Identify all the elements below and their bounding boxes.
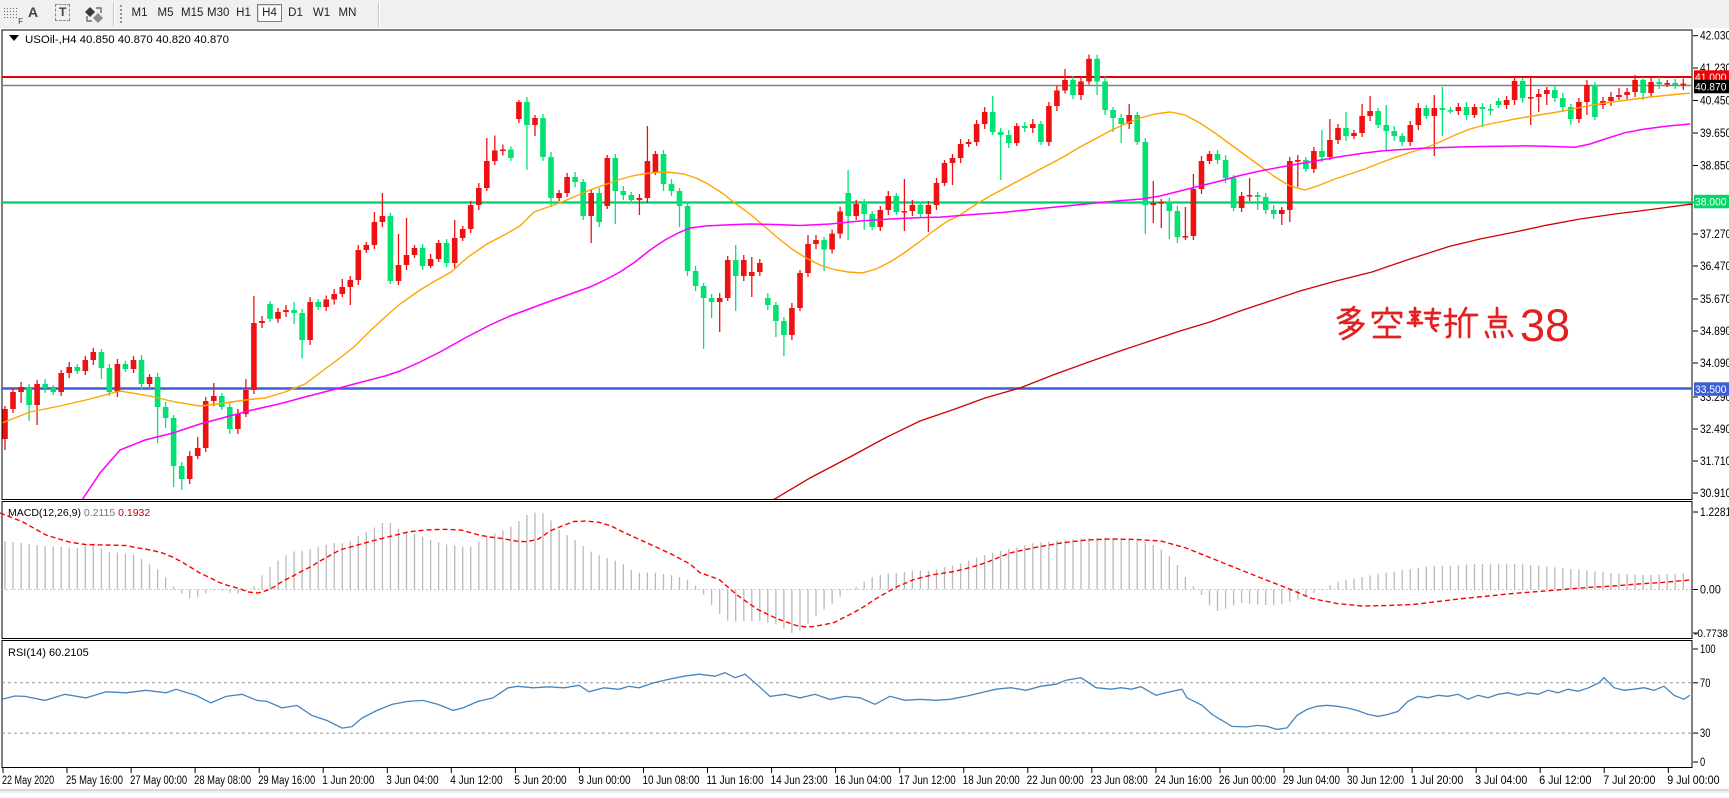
svg-text:3 Jul 04:00: 3 Jul 04:00 bbox=[1475, 775, 1527, 787]
svg-text:7 Jul 20:00: 7 Jul 20:00 bbox=[1603, 775, 1655, 787]
svg-text:-0.7738: -0.7738 bbox=[1694, 628, 1728, 640]
svg-text:22 Jun 00:00: 22 Jun 00:00 bbox=[1027, 775, 1084, 787]
svg-text:40.870: 40.870 bbox=[1695, 82, 1727, 94]
svg-text:17 Jun 12:00: 17 Jun 12:00 bbox=[899, 775, 956, 787]
svg-text:40.450: 40.450 bbox=[1700, 96, 1729, 108]
svg-text:100: 100 bbox=[1700, 644, 1716, 656]
svg-text:33.500: 33.500 bbox=[1695, 384, 1727, 396]
svg-text:USOil-,H4 40.850 40.870 40.82: USOil-,H4 40.850 40.870 40.820 40.870 bbox=[25, 34, 229, 46]
svg-text:70: 70 bbox=[1700, 678, 1710, 690]
svg-text:10 Jun 08:00: 10 Jun 08:00 bbox=[643, 775, 700, 787]
svg-text:37.270: 37.270 bbox=[1700, 229, 1729, 241]
svg-text:9 Jun 00:00: 9 Jun 00:00 bbox=[578, 775, 630, 787]
svg-text:32.490: 32.490 bbox=[1700, 424, 1729, 436]
svg-text:RSI(14) 60.2105: RSI(14) 60.2105 bbox=[8, 647, 89, 659]
svg-text:26 Jun 00:00: 26 Jun 00:00 bbox=[1219, 775, 1276, 787]
svg-text:29 Jun 04:00: 29 Jun 04:00 bbox=[1283, 775, 1340, 787]
svg-text:1.2281: 1.2281 bbox=[1700, 507, 1729, 519]
svg-text:16 Jun 04:00: 16 Jun 04:00 bbox=[835, 775, 892, 787]
svg-text:25 May 16:00: 25 May 16:00 bbox=[66, 775, 123, 787]
svg-text:0: 0 bbox=[1700, 757, 1705, 769]
svg-text:0.00: 0.00 bbox=[1700, 585, 1721, 597]
svg-text:3 Jun 04:00: 3 Jun 04:00 bbox=[386, 775, 438, 787]
svg-text:27 May 00:00: 27 May 00:00 bbox=[130, 775, 187, 787]
svg-text:6 Jul 12:00: 6 Jul 12:00 bbox=[1539, 775, 1591, 787]
svg-text:38.000: 38.000 bbox=[1695, 197, 1727, 209]
svg-text:38: 38 bbox=[1520, 300, 1570, 351]
svg-text:39.650: 39.650 bbox=[1700, 128, 1729, 140]
svg-text:18 Jun 20:00: 18 Jun 20:00 bbox=[963, 775, 1020, 787]
svg-text:36.470: 36.470 bbox=[1700, 261, 1729, 273]
svg-text:1 Jul 20:00: 1 Jul 20:00 bbox=[1411, 775, 1463, 787]
svg-text:MACD(12,26,9) 0.2115 0.1932: MACD(12,26,9) 0.2115 0.1932 bbox=[8, 507, 150, 519]
svg-text:29 May 16:00: 29 May 16:00 bbox=[258, 775, 315, 787]
svg-text:4 Jun 12:00: 4 Jun 12:00 bbox=[450, 775, 502, 787]
svg-text:23 Jun 08:00: 23 Jun 08:00 bbox=[1091, 775, 1148, 787]
svg-text:22 May 2020: 22 May 2020 bbox=[2, 775, 54, 787]
svg-text:34.090: 34.090 bbox=[1700, 358, 1729, 370]
svg-text:1 Jun 20:00: 1 Jun 20:00 bbox=[322, 775, 374, 787]
svg-text:9 Jul 00:00: 9 Jul 00:00 bbox=[1667, 775, 1719, 787]
svg-text:30 Jun 12:00: 30 Jun 12:00 bbox=[1347, 775, 1404, 787]
svg-text:28 May 08:00: 28 May 08:00 bbox=[194, 775, 251, 787]
svg-text:34.890: 34.890 bbox=[1700, 326, 1729, 338]
svg-text:35.670: 35.670 bbox=[1700, 294, 1729, 306]
svg-text:24 Jun 16:00: 24 Jun 16:00 bbox=[1155, 775, 1212, 787]
svg-text:11 Jun 16:00: 11 Jun 16:00 bbox=[707, 775, 764, 787]
svg-text:42.030: 42.030 bbox=[1700, 31, 1729, 43]
svg-text:30: 30 bbox=[1700, 728, 1710, 740]
svg-text:5 Jun 20:00: 5 Jun 20:00 bbox=[514, 775, 566, 787]
svg-text:38.850: 38.850 bbox=[1700, 161, 1729, 173]
svg-text:30.910: 30.910 bbox=[1700, 488, 1729, 500]
svg-text:31.710: 31.710 bbox=[1700, 456, 1729, 468]
svg-text:14 Jun 23:00: 14 Jun 23:00 bbox=[771, 775, 828, 787]
